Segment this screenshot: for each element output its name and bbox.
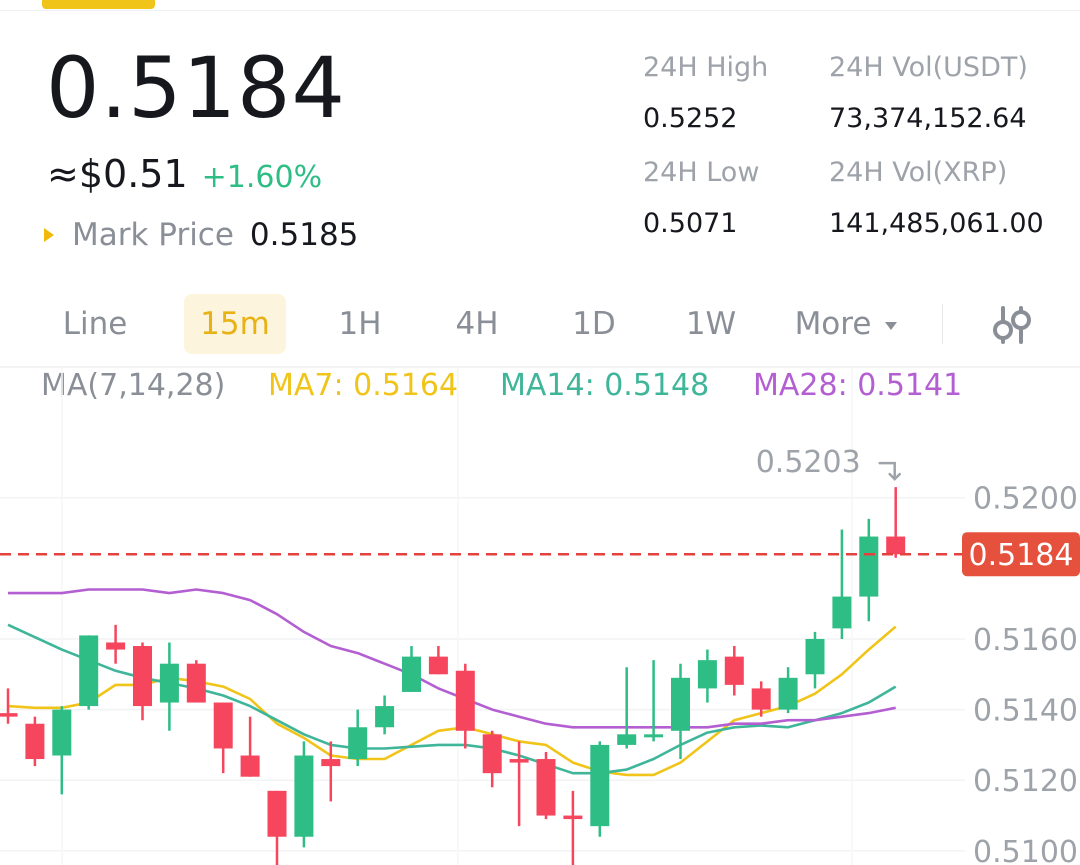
candle (159, 663, 179, 703)
low-24h-label: 24H Low (643, 157, 760, 188)
high-24h-label: 24H High (643, 52, 769, 83)
tab-15m[interactable]: 15m (184, 294, 286, 354)
candle (536, 759, 556, 816)
tab-1d[interactable]: 1D (572, 306, 616, 342)
candle (832, 596, 852, 629)
tab-1h[interactable]: 1H (338, 306, 382, 342)
y-tick-label: 0.5120 (973, 764, 1078, 799)
interval-tabs: Line 15m 1H 4H 1D 1W More (0, 294, 1080, 356)
y-tick-label: 0.5140 (973, 694, 1078, 729)
candle (509, 759, 529, 763)
candle (240, 755, 260, 777)
indicator-settings-icon[interactable] (986, 300, 1036, 350)
tab-line[interactable]: Line (62, 306, 128, 342)
candle (106, 642, 126, 650)
tab-more-label: More (794, 306, 872, 342)
ma14-line (7, 623, 897, 775)
mark-price-label: Mark Price (72, 217, 234, 253)
candle (213, 702, 233, 749)
candle (644, 734, 664, 738)
candle (563, 815, 583, 820)
candle (805, 638, 825, 675)
tab-1w[interactable]: 1W (685, 306, 737, 342)
tab-4h[interactable]: 4H (455, 306, 499, 342)
tabs-divider (0, 366, 1080, 368)
candle (859, 536, 879, 597)
tabs-separator (942, 304, 943, 344)
vol-usdt-24h-label: 24H Vol(USDT) (829, 52, 1028, 83)
candle (751, 688, 771, 710)
candle (886, 536, 906, 555)
mark-price-row[interactable]: Mark Price 0.5185 (44, 212, 358, 258)
candle (321, 759, 341, 767)
mark-price-value: 0.5185 (249, 217, 359, 253)
candle (79, 635, 99, 707)
candle (428, 656, 448, 675)
candle (778, 677, 798, 710)
ma28-line (8, 588, 896, 729)
caret-right-icon (44, 228, 54, 242)
candle (617, 734, 637, 745)
chevron-down-icon (885, 322, 898, 330)
ma14-legend: MA14: 0.5148 (500, 368, 710, 403)
candle (724, 656, 744, 685)
current-price-badge (962, 532, 1080, 577)
candle (375, 706, 395, 728)
candle (402, 656, 421, 692)
vol-usdt-24h-value: 73,374,152.64 (829, 103, 1027, 134)
candle (348, 727, 368, 760)
candle (590, 744, 610, 827)
ma7-legend: MA7: 0.5164 (268, 368, 459, 403)
tab-more[interactable]: More (786, 294, 906, 354)
candle (267, 790, 287, 837)
candle (671, 677, 690, 731)
high-24h-value: 0.5252 (643, 103, 738, 134)
candle (0, 713, 18, 717)
fiat-price-row: ≈$0.51 +1.60% (47, 152, 322, 198)
current-price-label: 0.5184 (969, 538, 1074, 573)
last-price: 0.5184 (46, 39, 346, 137)
price-change-percent: +1.60% (201, 160, 323, 195)
candle (697, 660, 717, 689)
low-24h-value: 0.5071 (643, 208, 738, 239)
y-tick-label: 0.5100 (973, 835, 1078, 865)
vol-xrp-24h-label: 24H Vol(XRP) (829, 157, 1008, 188)
candle (455, 670, 475, 731)
candle (133, 646, 152, 707)
high-price-annotation: 0.5203 (756, 445, 861, 480)
ma-legend-label[interactable]: MA(7,14,28) (41, 368, 226, 403)
y-tick-label: 0.5200 (973, 482, 1078, 517)
candle (482, 734, 502, 774)
fiat-price: ≈$0.51 (47, 152, 188, 196)
candle (294, 755, 314, 837)
candle (52, 709, 72, 756)
candle (25, 723, 45, 760)
ma28-legend: MA28: 0.5141 (753, 368, 963, 403)
header-divider (0, 10, 1080, 11)
candle (186, 663, 206, 703)
high-pointer-arrow-icon (878, 461, 901, 481)
active-tab-indicator (42, 0, 155, 9)
vol-xrp-24h-value: 141,485,061.00 (829, 208, 1044, 239)
y-tick-label: 0.5160 (973, 623, 1078, 658)
